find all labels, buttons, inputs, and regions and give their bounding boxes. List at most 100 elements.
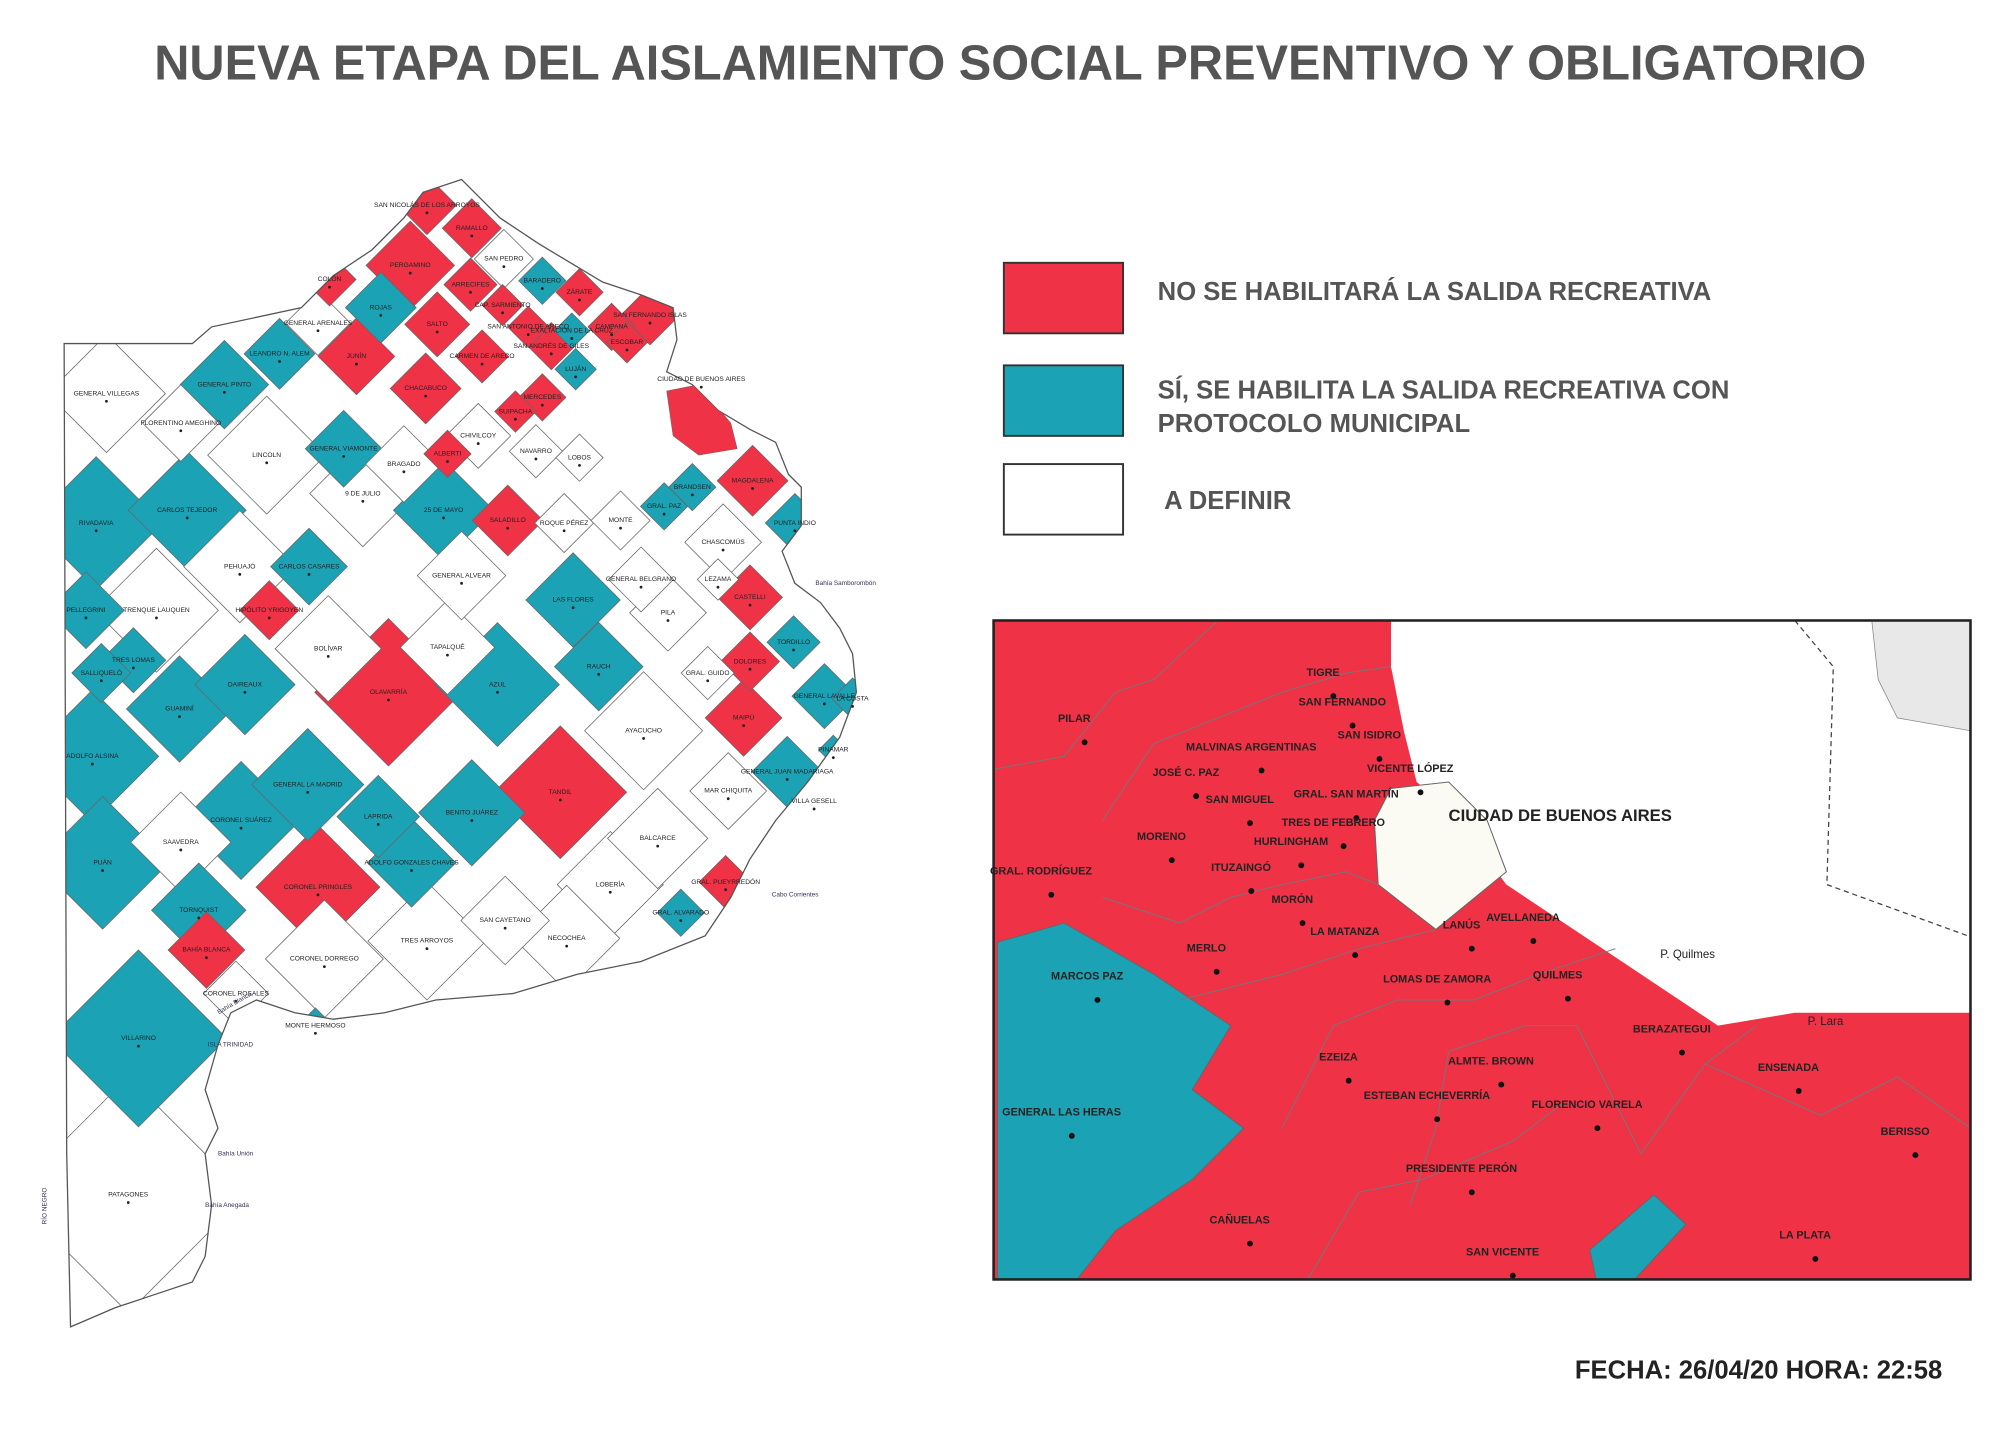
municipality	[555, 433, 604, 482]
municipality-label: LAS FLORES	[553, 597, 595, 604]
municipality-label: MORÓN	[1271, 893, 1313, 906]
municipality	[441, 198, 502, 259]
municipality-label: ROJAS	[370, 304, 393, 311]
seat	[1498, 1081, 1505, 1088]
municipality-label: BENITO JUÁREZ	[446, 808, 498, 817]
seat	[619, 526, 622, 530]
seat	[410, 869, 413, 872]
seat	[742, 724, 746, 728]
seat	[792, 648, 796, 652]
municipality-label: SAN PEDRO	[484, 256, 523, 263]
seat	[342, 454, 346, 458]
seat	[503, 926, 507, 930]
seat	[666, 619, 670, 622]
municipality-label: TRENQUE LAUQUEN	[123, 607, 190, 614]
municipality-label: TORNQUIST	[179, 907, 218, 914]
municipality-label: CHIVILCOY	[460, 433, 496, 440]
seat	[313, 1031, 317, 1035]
municipality-label: GRAL. ALVARADO	[652, 910, 709, 917]
municipality-label: ITUZAINGÓ	[1211, 861, 1271, 874]
municipality-label: CORONEL PRINGLES	[284, 884, 353, 891]
border	[1307, 1102, 1565, 1280]
seat	[1564, 995, 1571, 1002]
legend-label: A DEFINIR	[1164, 487, 1292, 516]
seat	[1340, 843, 1347, 850]
municipality-label: ZÁRATE	[567, 287, 593, 296]
seat	[831, 756, 835, 760]
seat	[243, 690, 247, 694]
municipality	[141, 384, 220, 462]
municipality-label: SALADILLO	[490, 517, 526, 524]
municipality	[344, 271, 417, 344]
seat	[1509, 1272, 1516, 1279]
seat	[721, 548, 725, 552]
municipality-label: HIPÓLITO YRIGOYEN	[235, 605, 303, 614]
municipality	[443, 257, 498, 312]
municipality-label: GENERAL LA MADRID	[273, 781, 342, 788]
municipality	[534, 493, 595, 554]
municipality-label: CARMEN DE ARECO	[450, 353, 515, 360]
municipality-label: MONTE	[609, 517, 634, 524]
municipality	[590, 490, 651, 551]
seat	[425, 947, 429, 951]
municipality	[704, 679, 783, 757]
municipality	[555, 268, 604, 317]
seat	[446, 653, 449, 657]
municipality-label: GENERAL JUAN MADARIAGA	[741, 769, 834, 776]
municipality	[584, 671, 704, 791]
seat	[1247, 1240, 1253, 1247]
municipality-label: BALCARCE	[640, 835, 676, 842]
municipality-label: PERGAMINO	[390, 262, 431, 269]
municipality-label: VICENTE LÓPEZ	[1367, 762, 1454, 775]
seat	[105, 399, 108, 403]
seat	[178, 715, 181, 719]
municipality-label: PUNTA INDIO	[774, 520, 816, 527]
municipality	[389, 352, 462, 425]
seat	[1213, 968, 1220, 975]
seat	[267, 616, 271, 620]
border	[1102, 871, 1379, 924]
municipality	[605, 321, 649, 364]
title: NUEVA ETAPA DEL AISLAMIENTO SOCIAL PREVE…	[154, 37, 1866, 91]
seat	[278, 360, 281, 363]
seat	[355, 362, 358, 366]
seat	[425, 211, 429, 215]
legend-label: SÍ, SE HABILITA LA SALIDA RECREATIVA CON…	[1157, 376, 1730, 439]
municipality-label: FLORENTINO AMEGHINO	[140, 420, 221, 427]
municipality-label: TORDILLO	[777, 639, 810, 646]
municipality-label: GENERAL BELGRANO	[606, 576, 676, 583]
legend-label: NO SE HABILITARÁ LA SALIDA RECREATIVA	[1157, 278, 1712, 307]
seat	[748, 603, 752, 607]
legend: NO SE HABILITARÁ LA SALIDA RECREATIVA SÍ,…	[1002, 261, 1730, 536]
municipality-label: ROQUE PÉREZ	[540, 518, 588, 527]
seat	[94, 529, 98, 533]
municipality-label: VILLA GESELL	[791, 798, 837, 805]
seat	[822, 702, 826, 706]
seat	[793, 529, 797, 533]
seat	[1048, 891, 1055, 898]
municipality	[336, 774, 421, 859]
municipality-label: CAMPANA	[595, 324, 628, 331]
place-label: P. Lara	[1808, 1016, 1844, 1028]
date: FECHA: 26/04/20 HORA: 22:58	[1575, 1357, 1942, 1385]
municipality-label: BRANDSEN	[674, 484, 711, 491]
seat	[480, 362, 484, 366]
municipality-label: SAN MIGUEL	[1206, 794, 1275, 806]
municipality-label: MAGDALENA	[732, 478, 774, 485]
municipality-label: CHASCOMÚS	[701, 537, 745, 546]
municipality	[243, 317, 316, 390]
municipality-label: 25 DE MAYO	[424, 507, 463, 514]
municipality-label: LA PLATA	[1779, 1230, 1831, 1242]
municipality	[719, 631, 781, 692]
seat	[608, 890, 612, 894]
municipality-label: PELLEGRINI	[66, 607, 105, 614]
municipality	[689, 752, 768, 830]
municipality-label: ADOLFO ALSINA	[66, 753, 119, 760]
amba-map	[993, 620, 1971, 1280]
seat	[1530, 938, 1537, 944]
seat	[402, 470, 406, 474]
municipality	[518, 256, 567, 305]
amba-frame	[992, 619, 1972, 1281]
seat	[1376, 755, 1383, 762]
